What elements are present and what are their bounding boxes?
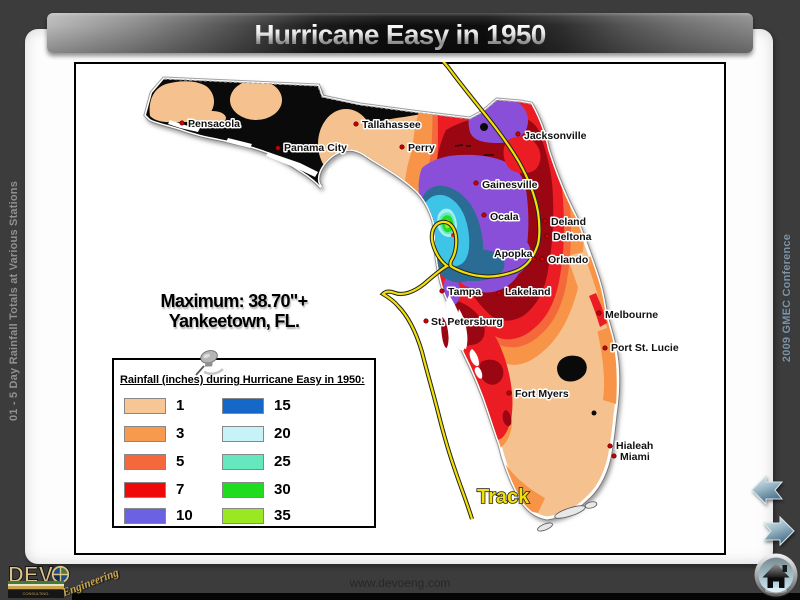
svg-text:Jacksonville: Jacksonville (524, 130, 587, 142)
svg-text:Lakeland: Lakeland (505, 286, 551, 298)
svg-text:Melbourne: Melbourne (605, 309, 658, 321)
svg-text:Gainesville: Gainesville (482, 179, 538, 191)
svg-text:Track: Track (477, 486, 530, 508)
svg-text:Pensacola: Pensacola (188, 118, 240, 130)
svg-text:Fort Myers: Fort Myers (515, 388, 569, 400)
svg-text:Deltona: Deltona (553, 231, 592, 243)
svg-text:Tallahassee: Tallahassee (362, 119, 421, 131)
svg-text:Perry: Perry (408, 142, 435, 154)
svg-text:Tampa: Tampa (448, 286, 481, 298)
svg-text:Apopka: Apopka (494, 248, 533, 260)
svg-text:Hialeah: Hialeah (616, 440, 653, 452)
svg-text:Orlando: Orlando (548, 254, 588, 266)
svg-text:St. Petersburg: St. Petersburg (431, 316, 503, 328)
svg-text:Ocala: Ocala (490, 211, 519, 223)
svg-text:Panama City: Panama City (284, 142, 347, 154)
svg-text:Port St. Lucie: Port St. Lucie (611, 342, 679, 354)
svg-text:Deland: Deland (551, 216, 586, 228)
svg-text:Miami: Miami (620, 451, 650, 463)
